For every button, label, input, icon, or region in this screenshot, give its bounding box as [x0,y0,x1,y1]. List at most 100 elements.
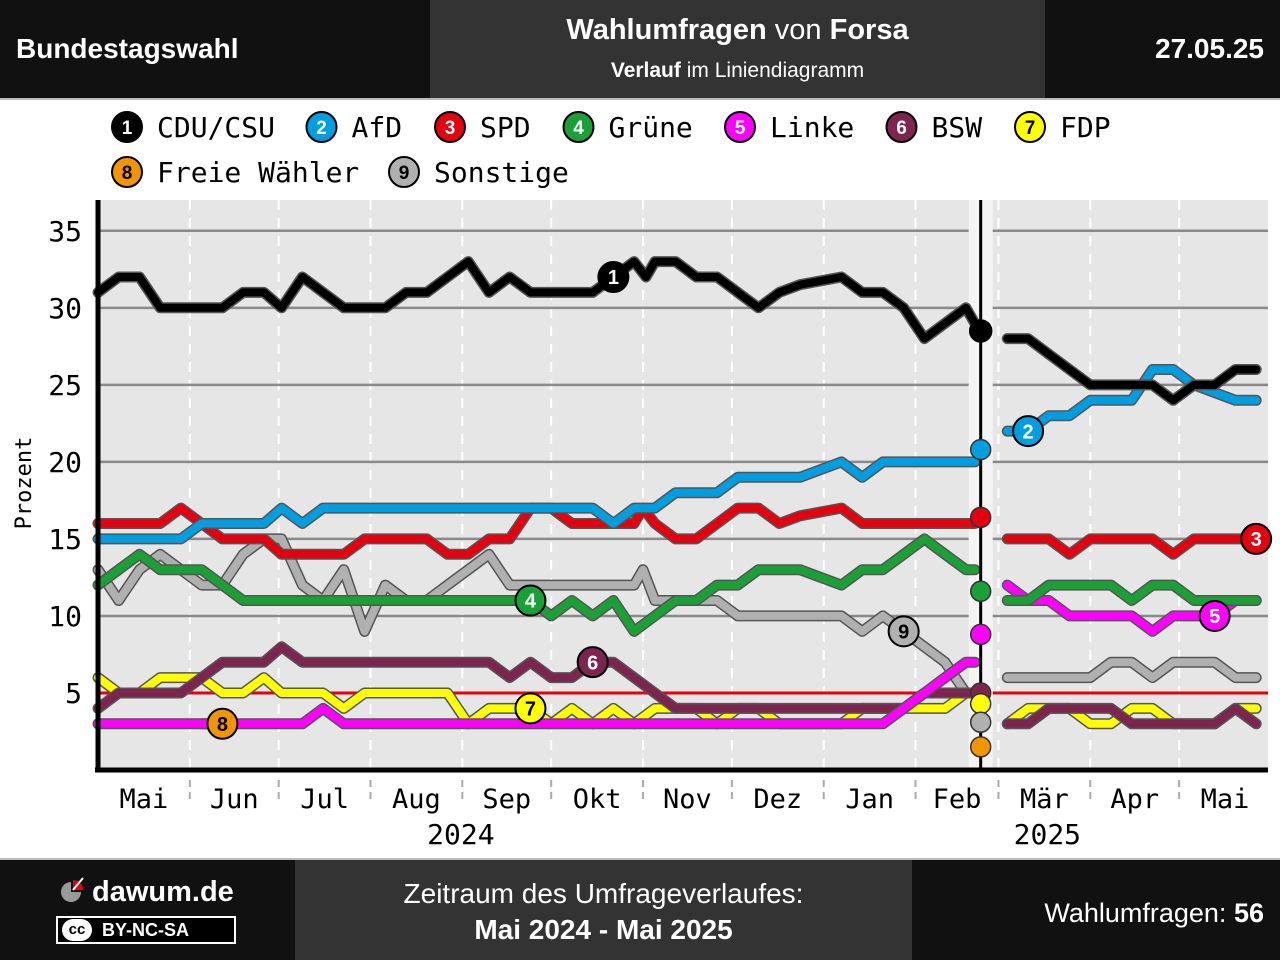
month-label: Nov [663,784,712,815]
series-line-cdu-csu-2025 [1003,334,1261,405]
series-badge-1-circle [597,261,630,294]
election-result-dot [969,506,992,529]
chart-subtitle-part1: Verlauf [610,59,681,82]
month-label: Mai [1201,784,1250,815]
y-axis-label: Prozent [12,437,37,530]
legend-badge-8-number: 8 [122,163,133,184]
month-label: Aug [392,784,441,815]
poll-count-label: Wahlumfragen: [1044,898,1234,928]
y-tick-label: 25 [48,369,82,402]
license-label: BY-NC-SA [102,920,190,940]
legend-badge-6: 6 [885,111,918,143]
series-badge-3-number: 3 [1251,529,1262,551]
series-badge-8-number: 8 [217,714,228,736]
month-label: Mär [1020,784,1069,815]
chart-title: Wahlumfragen von Forsa [430,14,1045,47]
series-line-spd-2025 [1003,534,1261,559]
chart-subtitle: Verlauf im Liniendiagramm [430,59,1045,83]
legend-label: BSW [932,111,983,144]
series-badge-6-circle [576,646,609,679]
chart-subtitle-part2: im Liniendiagramm [680,59,865,82]
series-line-bsw-2025 [1003,704,1261,728]
series-badge-1-number: 1 [608,267,619,289]
election-result-dot [969,736,992,758]
legend-badge-1-number: 1 [122,118,133,139]
legend-badge-5: 5 [724,111,756,143]
footer-divider [0,858,1280,860]
series-badge-9-circle [887,615,920,648]
legend-badge-2: 2 [305,111,338,143]
chart-title-part3: Forsa [829,14,909,46]
election-result-dot [969,693,992,715]
legend-label: FDP [1060,111,1111,144]
header-center-panel: Wahlumfragen von Forsa Verlauf im Linien… [430,0,1045,98]
dawum-logo-icon [61,877,84,902]
period-value: Mai 2024 - Mai 2025 [474,914,733,945]
poll-count-value: 56 [1233,898,1264,928]
y-tick-label: 10 [48,600,82,633]
year-label: 2024 [427,818,494,851]
month-label: Okt [573,784,622,815]
chart-title-part2: von [766,14,830,46]
series-badge-9-number: 9 [898,622,909,644]
series-line-sonstige-2025 [1003,658,1261,682]
series-badge-4-number: 4 [525,591,537,613]
legend-badge-7-circle [1014,111,1046,143]
legend-badge-6-number: 6 [896,118,907,139]
legend-badge-2-number: 2 [316,118,327,139]
legend-badge-7: 7 [1014,111,1046,143]
header-left-panel: Bundestagswahl [0,0,430,98]
header-right-panel: 27.05.25 [1045,0,1280,98]
month-label: Dez [753,784,802,815]
series-badge-1: 1 [597,261,630,294]
legend-badge-3-number: 3 [445,118,456,139]
legend-badge-4: 4 [562,111,595,143]
brand-name: dawum.de [92,876,234,908]
series-badge-6-number: 6 [587,652,598,674]
month-label: Jan [845,784,894,815]
legend-badge-7-number: 7 [1025,118,1036,139]
series-line-cdu-csu [94,257,979,343]
legend-badge-4-circle [562,111,595,143]
series-badge-7: 7 [514,692,547,725]
series-line-bsw [94,642,979,713]
month-label: Jun [210,784,259,815]
y-tick-label: 20 [48,446,82,479]
series-badge-5: 5 [1198,599,1231,632]
month-label: Jul [300,784,349,815]
year-label: 2025 [1014,818,1081,851]
series-badge-2-circle [1012,415,1045,448]
series-badge-8: 8 [206,707,239,740]
legend-badge-5-number: 5 [735,118,746,139]
legend-badge-2-circle [305,111,338,143]
legend-badge-6-circle [885,111,918,143]
series-badge-5-number: 5 [1209,606,1220,628]
legend-label: SPD [480,111,531,144]
series-badge-4-circle [514,584,547,617]
legend-badge-9-number: 9 [399,163,410,184]
legend-badge-8: 8 [111,156,143,188]
series-badge-3: 3 [1240,522,1273,555]
election-result-dot [969,438,992,461]
poll-count: Wahlumfragen: 56 [1044,898,1264,929]
series-line-afd [94,457,979,543]
y-tick-label: 15 [48,523,82,556]
legend-label: AfD [352,111,403,144]
series-badge-2: 2 [1012,415,1045,448]
y-tick-label: 35 [48,215,82,248]
series-badge-9: 9 [887,615,920,648]
election-result-dot [969,711,992,733]
legend-badge-9: 9 [388,156,420,188]
footer-bar: dawum.de cc BY-NC-SA Zeitraum des Umfrag… [0,860,1280,960]
date-label: 27.05.25 [1155,33,1264,64]
header-bar: Bundestagswahl Wahlumfragen von Forsa Ve… [0,0,1280,98]
legend-badge-4-number: 4 [573,118,584,139]
period-label: Zeitraum des Umfrageverlaufes: [403,878,804,909]
series-line-gr-ne-2025 [1003,581,1261,605]
legend-label: Sonstige [434,156,569,189]
month-label: Mai [120,784,169,815]
election-result-dot [969,580,992,603]
license-badge[interactable]: cc BY-NC-SA [56,916,236,944]
series-badge-7-circle [514,692,547,725]
